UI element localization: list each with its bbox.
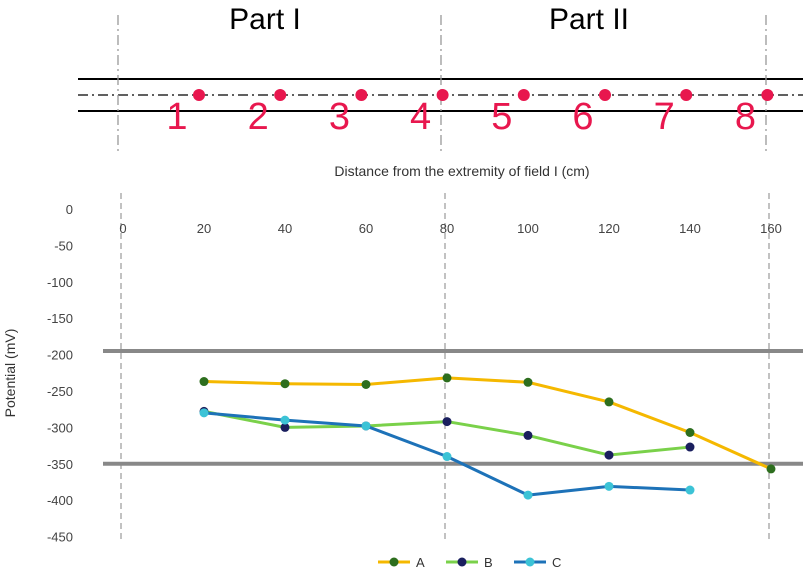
data-point-a (523, 377, 533, 387)
x-tick-label: 120 (598, 221, 620, 236)
data-point-b (442, 417, 452, 427)
data-point-c (361, 421, 371, 431)
x-tick-label: 140 (679, 221, 701, 236)
data-point-a (361, 379, 371, 389)
y-tick-label: -50 (54, 238, 73, 253)
x-tick-label: 100 (517, 221, 539, 236)
data-point-c (523, 490, 533, 500)
x-tick-label: 80 (440, 221, 454, 236)
electrode-marker (193, 89, 205, 101)
y-tick-label: -200 (47, 348, 73, 363)
x-tick-label: 60 (359, 221, 373, 236)
data-point-a (766, 464, 776, 474)
electrode-label: 2 (248, 96, 269, 138)
y-tick-label: 0 (66, 202, 73, 217)
data-point-b (523, 430, 533, 440)
x-tick-label: 40 (278, 221, 292, 236)
electrode-label: 7 (654, 96, 675, 138)
x-tick-label: 0 (119, 221, 126, 236)
legend-label: A (416, 555, 425, 570)
y-tick-label: -300 (47, 420, 73, 435)
electrode-label: 1 (166, 96, 187, 138)
legend-marker (389, 557, 399, 567)
electrode-marker (517, 89, 530, 101)
x-axis-title: Distance from the extremity of field I (… (334, 163, 589, 179)
electrode-marker (599, 89, 611, 101)
electrode-label: 4 (410, 96, 431, 138)
data-point-c (442, 452, 452, 462)
legend-label: C (552, 555, 561, 570)
y-tick-label: -450 (47, 530, 73, 545)
data-point-b (604, 450, 614, 460)
y-axis-title: Potential (mV) (2, 329, 18, 418)
electrode-marker (680, 89, 693, 101)
data-point-c (604, 481, 614, 491)
y-tick-label: -250 (47, 384, 73, 399)
data-point-a (442, 373, 452, 383)
electrode-label: 8 (735, 96, 756, 138)
part-2-label: Part II (549, 3, 629, 36)
y-tick-label: -100 (47, 275, 73, 290)
x-tick-label: 20 (197, 221, 211, 236)
y-tick-label: -150 (47, 311, 73, 326)
electrode-marker (436, 89, 449, 101)
y-tick-label: -400 (47, 493, 73, 508)
electrode-diagram: Part I Part II 1 2 3 4 5 6 7 8 (78, 3, 803, 155)
data-point-a (280, 379, 290, 389)
data-point-b (280, 422, 290, 432)
legend-label: B (484, 555, 493, 570)
y-tick-label: -350 (47, 457, 73, 472)
x-tick-label: 160 (760, 221, 782, 236)
electrode-label: 5 (491, 96, 512, 138)
electrode-label: 6 (572, 96, 593, 138)
data-point-c (280, 415, 290, 425)
electrode-label: 3 (329, 96, 350, 138)
electrode-marker (274, 89, 287, 101)
series-line-a (203, 376, 772, 471)
electrode-marker (761, 89, 774, 101)
data-point-b (685, 442, 695, 452)
legend-marker (457, 557, 467, 567)
electrode-marker (355, 89, 368, 101)
data-point-c (685, 485, 695, 495)
data-point-a (604, 397, 614, 407)
chart: Distance from the extremity of field I (… (2, 163, 803, 570)
data-point-c (199, 408, 209, 418)
data-point-a (199, 377, 209, 387)
data-point-a (685, 427, 695, 437)
legend-marker (525, 557, 535, 567)
part-1-label: Part I (229, 3, 301, 36)
